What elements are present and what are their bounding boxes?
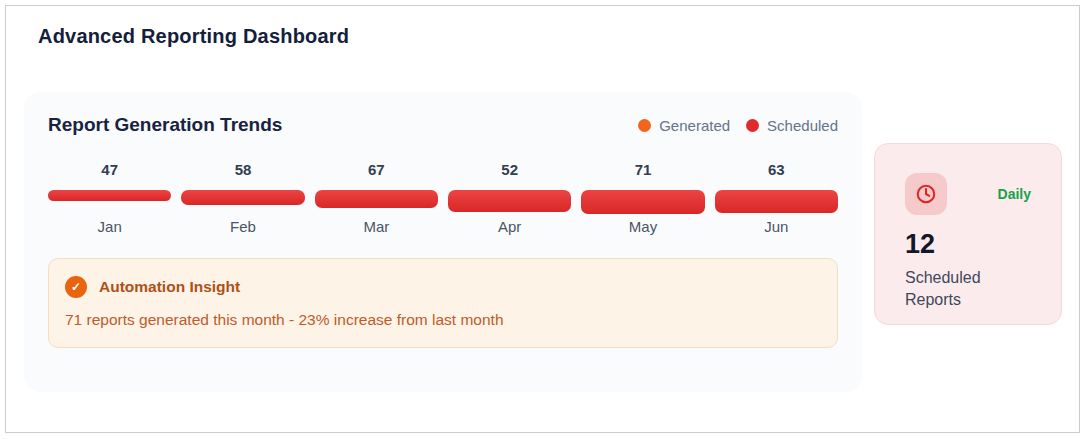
insight-body: 71 reports generated this month - 23% in… (65, 311, 821, 329)
chart-bar[interactable] (315, 190, 438, 208)
panel-header: Report Generation Trends Generated Sched… (48, 114, 838, 136)
panel-title: Report Generation Trends (48, 114, 282, 136)
bar-month-label: Jan (48, 218, 171, 235)
legend-label: Scheduled (767, 117, 838, 134)
bar-column: 67 Mar (315, 161, 438, 235)
bar-value: 58 (181, 161, 304, 178)
legend-label: Generated (659, 117, 730, 134)
bar-area (715, 190, 838, 214)
bar-area (581, 190, 704, 214)
chart-bar[interactable] (581, 190, 704, 214)
bar-area (181, 190, 304, 214)
chart-bar[interactable] (715, 190, 838, 213)
bar-month-label: Feb (181, 218, 304, 235)
chart-bar[interactable] (181, 190, 304, 205)
stat-card-top: Daily (905, 173, 1031, 215)
scheduled-dot-icon (746, 119, 759, 132)
bar-column: 47 Jan (48, 161, 171, 235)
report-trends-panel: Report Generation Trends Generated Sched… (24, 92, 862, 392)
clock-icon (915, 183, 937, 205)
bar-column: 58 Feb (181, 161, 304, 235)
generated-dot-icon (638, 119, 651, 132)
bar-value: 63 (715, 161, 838, 178)
bar-value: 71 (581, 161, 704, 178)
chart-bar[interactable] (48, 190, 171, 201)
scheduled-reports-card: Daily 12 Scheduled Reports (874, 143, 1062, 325)
bar-month-label: Mar (315, 218, 438, 235)
legend-item-generated[interactable]: Generated (638, 117, 730, 134)
bar-chart: 47 Jan 58 Feb 67 Mar 52 Apr 71 May 63 (48, 161, 838, 235)
bar-column: 71 May (581, 161, 704, 235)
bar-column: 52 Apr (448, 161, 571, 235)
insight-title: Automation Insight (99, 278, 240, 296)
page-title: Advanced Reporting Dashboard (38, 25, 349, 48)
frequency-badge: Daily (998, 186, 1031, 202)
automation-insight-box: ✓ Automation Insight 71 reports generate… (48, 258, 838, 348)
stat-label: Scheduled Reports (905, 267, 995, 312)
chart-legend: Generated Scheduled (638, 117, 838, 134)
bar-month-label: Apr (448, 218, 571, 235)
stat-value: 12 (905, 229, 1031, 260)
check-circle-icon: ✓ (65, 276, 87, 298)
bar-value: 67 (315, 161, 438, 178)
legend-item-scheduled[interactable]: Scheduled (746, 117, 838, 134)
bar-area (448, 190, 571, 214)
clock-icon-tile (905, 173, 947, 215)
bar-area (315, 190, 438, 214)
bar-value: 52 (448, 161, 571, 178)
insight-header: ✓ Automation Insight (65, 276, 821, 298)
bar-area (48, 190, 171, 214)
bar-month-label: Jun (715, 218, 838, 235)
bar-month-label: May (581, 218, 704, 235)
bar-value: 47 (48, 161, 171, 178)
bar-column: 63 Jun (715, 161, 838, 235)
chart-bar[interactable] (448, 190, 571, 212)
